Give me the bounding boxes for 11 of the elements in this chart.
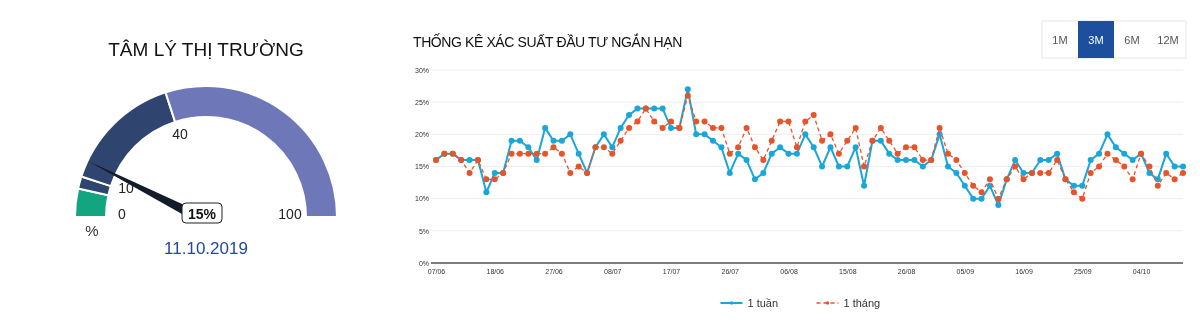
chart-title: TÂM LÝ THỊ TRƯỜNG [108,39,304,60]
text: 15% [187,206,217,222]
slice-label: 40 [172,126,189,143]
text: % [85,222,99,239]
text: 100 [278,206,302,222]
chart-title: THỐNG KÊ XÁC SUẤT ĐẦU TƯ NGẮN HẠN [413,33,682,50]
legend-label: 1 tháng [843,297,881,309]
legend-label: 1 tuần [747,297,779,309]
slice-label: 0 [118,206,127,222]
text: 11.10.2019 [164,239,248,258]
period-buttons: 1M 3M 6M 12M [1041,20,1187,59]
